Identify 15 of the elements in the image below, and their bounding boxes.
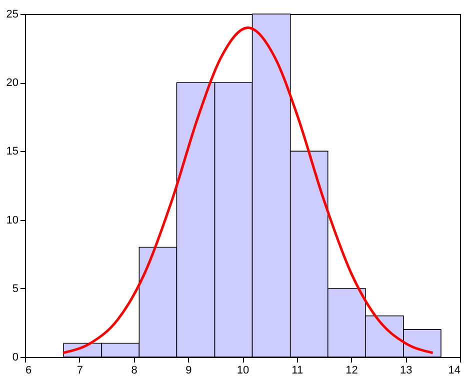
x-tick-label: 13 — [400, 364, 412, 376]
x-tick-label: 7 — [76, 364, 83, 376]
y-tick-label: 0 — [12, 352, 18, 364]
x-tick-label: 10 — [236, 364, 250, 376]
x-tick-label: 6 — [26, 364, 32, 376]
x-tick-label: 11 — [292, 364, 304, 376]
x-tick-label: 8 — [131, 364, 138, 376]
x-tick-label: 9 — [186, 364, 192, 376]
y-tick-label: 25 — [6, 8, 18, 20]
y-tick-label: 5 — [12, 282, 18, 295]
y-tick-label: 20 — [6, 77, 18, 90]
x-tick-label: 14 — [448, 364, 460, 376]
y-tick-label: 10 — [6, 214, 18, 226]
x-tick-label: 12 — [346, 364, 358, 376]
y-tick-label: 15 — [6, 146, 18, 158]
